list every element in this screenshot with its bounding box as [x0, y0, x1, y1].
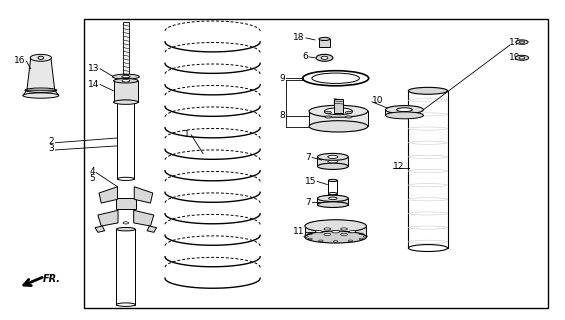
- Ellipse shape: [116, 303, 136, 306]
- Polygon shape: [95, 226, 105, 232]
- Ellipse shape: [318, 202, 348, 207]
- Ellipse shape: [114, 78, 138, 83]
- Ellipse shape: [345, 111, 352, 114]
- Ellipse shape: [408, 87, 447, 94]
- Ellipse shape: [318, 195, 348, 202]
- Polygon shape: [134, 187, 153, 203]
- Text: 2: 2: [49, 137, 54, 146]
- Bar: [118, 102, 134, 179]
- Ellipse shape: [519, 41, 524, 43]
- Ellipse shape: [328, 155, 338, 158]
- Ellipse shape: [123, 222, 129, 224]
- Ellipse shape: [397, 108, 412, 112]
- Ellipse shape: [116, 228, 136, 231]
- Polygon shape: [23, 90, 59, 96]
- Text: 9: 9: [280, 74, 285, 83]
- Ellipse shape: [519, 57, 525, 59]
- Bar: [334, 99, 343, 113]
- Bar: [84, 19, 548, 308]
- Bar: [319, 39, 330, 47]
- Ellipse shape: [324, 233, 331, 236]
- Ellipse shape: [312, 73, 359, 84]
- Text: 10: 10: [372, 96, 384, 105]
- Text: 18: 18: [293, 34, 305, 43]
- Ellipse shape: [349, 231, 356, 233]
- Text: 3: 3: [49, 145, 54, 154]
- Polygon shape: [98, 210, 118, 226]
- Bar: [114, 81, 138, 102]
- Polygon shape: [134, 210, 154, 226]
- Ellipse shape: [341, 228, 347, 230]
- Ellipse shape: [408, 244, 447, 252]
- Bar: [408, 91, 447, 248]
- Text: 1: 1: [184, 130, 190, 139]
- Ellipse shape: [318, 153, 348, 160]
- Bar: [116, 198, 136, 209]
- Ellipse shape: [321, 56, 328, 60]
- Ellipse shape: [309, 105, 368, 117]
- Ellipse shape: [325, 111, 332, 114]
- Ellipse shape: [309, 121, 368, 132]
- Ellipse shape: [328, 160, 338, 163]
- Ellipse shape: [118, 100, 134, 103]
- Ellipse shape: [328, 179, 337, 181]
- Text: 19: 19: [509, 53, 520, 62]
- Text: 12: 12: [393, 162, 405, 171]
- Text: 13: 13: [88, 64, 99, 73]
- Ellipse shape: [319, 37, 330, 41]
- Ellipse shape: [385, 106, 424, 114]
- Bar: [116, 229, 136, 305]
- Ellipse shape: [23, 93, 59, 98]
- Text: 4: 4: [89, 166, 95, 175]
- Ellipse shape: [112, 74, 140, 79]
- Text: 16: 16: [14, 56, 25, 66]
- Ellipse shape: [38, 56, 44, 60]
- Ellipse shape: [328, 193, 337, 195]
- Bar: [123, 22, 129, 75]
- Text: 7: 7: [305, 198, 311, 207]
- Ellipse shape: [345, 116, 352, 118]
- Bar: [305, 226, 367, 237]
- Ellipse shape: [318, 163, 348, 169]
- Polygon shape: [27, 58, 55, 91]
- Bar: [317, 198, 348, 205]
- Text: 8: 8: [280, 111, 285, 120]
- Ellipse shape: [324, 108, 353, 115]
- Bar: [385, 110, 424, 115]
- Ellipse shape: [324, 228, 331, 230]
- Text: 6: 6: [302, 52, 308, 61]
- Ellipse shape: [385, 112, 424, 119]
- Text: 5: 5: [89, 174, 95, 183]
- Bar: [328, 180, 337, 194]
- Ellipse shape: [305, 220, 367, 232]
- Ellipse shape: [325, 116, 332, 118]
- Text: 7: 7: [305, 153, 311, 162]
- Ellipse shape: [114, 100, 138, 104]
- Bar: [310, 111, 368, 126]
- Ellipse shape: [30, 54, 51, 61]
- Ellipse shape: [316, 54, 333, 61]
- Text: 15: 15: [305, 177, 316, 186]
- Ellipse shape: [515, 55, 529, 60]
- Ellipse shape: [516, 40, 528, 44]
- Bar: [317, 157, 348, 166]
- Ellipse shape: [332, 230, 340, 233]
- Ellipse shape: [122, 79, 130, 82]
- Ellipse shape: [329, 197, 337, 200]
- Polygon shape: [147, 226, 157, 232]
- Text: FR.: FR.: [43, 275, 61, 284]
- Ellipse shape: [118, 177, 134, 180]
- Text: 11: 11: [293, 227, 305, 236]
- Ellipse shape: [305, 231, 367, 243]
- Ellipse shape: [121, 76, 130, 78]
- Ellipse shape: [315, 231, 322, 233]
- Text: 17: 17: [509, 37, 520, 47]
- Ellipse shape: [341, 233, 347, 236]
- Text: 14: 14: [88, 80, 99, 89]
- Polygon shape: [99, 187, 118, 203]
